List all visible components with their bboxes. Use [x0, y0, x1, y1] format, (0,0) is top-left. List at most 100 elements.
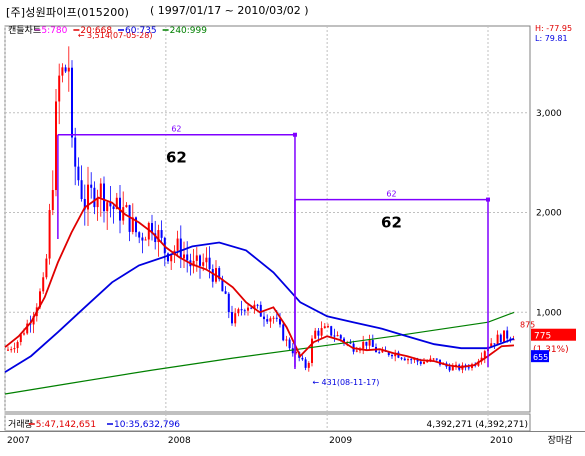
volume-legend-item: 10:35,632,796 — [114, 420, 180, 430]
candle-body — [327, 326, 329, 328]
candle-body — [282, 324, 285, 341]
last-price-label: 775 — [534, 332, 551, 342]
candle-body — [269, 318, 272, 322]
chart-header: [주]성원파이프(015200) ( 1997/01/17 ~ 2010/03/… — [0, 0, 585, 20]
candle-body — [311, 338, 313, 363]
candle-body — [314, 330, 317, 339]
candle-body — [362, 341, 365, 349]
candle-body — [183, 254, 185, 259]
low-price-box — [531, 350, 549, 363]
candle-body — [323, 326, 326, 329]
candle-body — [48, 210, 51, 259]
candle-body — [227, 293, 230, 313]
candle-body — [112, 206, 115, 210]
candle-body — [423, 361, 425, 364]
market-close-label: 장마감 — [548, 434, 573, 446]
candle-body — [349, 342, 352, 344]
candle-body — [19, 334, 22, 343]
x-tick-label: 2009 — [329, 436, 352, 446]
candle-body — [483, 351, 486, 358]
candle-body — [151, 223, 153, 234]
candle-body — [109, 202, 112, 207]
candle-body — [186, 254, 189, 261]
price-panel-frame — [4, 25, 531, 413]
candle-body — [141, 237, 144, 241]
candle-body — [295, 351, 297, 354]
candle-body — [503, 330, 505, 342]
candle-body — [467, 367, 470, 369]
candle-body — [55, 101, 57, 191]
candle-body — [336, 335, 339, 337]
change-percent-label: (1.31%) — [533, 345, 569, 355]
date-range: ( 1997/01/17 ~ 2010/03/02 ) — [150, 4, 309, 17]
candle-body — [32, 316, 35, 325]
candle-body — [371, 339, 374, 347]
extreme-annotation: ← 3,514(07-05-28) — [78, 31, 153, 40]
candle-body — [381, 350, 384, 353]
candle-body — [477, 361, 480, 366]
candle-body — [451, 366, 454, 371]
candle-body — [493, 343, 496, 345]
low-readout: L: 79.81 — [535, 34, 568, 43]
ref-price-label: 875 — [520, 321, 535, 330]
legend-ma240: 240:999 — [170, 26, 208, 36]
ma60-line — [4, 241, 515, 373]
candle-body — [317, 330, 320, 336]
x-tick-label: 2008 — [168, 436, 191, 446]
candle-body — [391, 355, 393, 357]
x-tick-label: 2010 — [490, 436, 513, 446]
candle-body — [499, 334, 502, 342]
candle-body — [7, 349, 9, 351]
candle-body — [77, 166, 80, 181]
candle-body — [71, 67, 73, 138]
candle-body — [208, 257, 211, 270]
candle-body — [429, 358, 432, 362]
candle-body — [330, 326, 333, 336]
candle-body — [365, 341, 368, 346]
candle-body — [131, 217, 134, 232]
candle-body — [506, 330, 509, 339]
cycle-count-big-label: 62 — [381, 214, 402, 232]
candle-body — [10, 349, 13, 351]
candle-body — [90, 184, 93, 188]
candle-body — [275, 317, 278, 319]
candles-group — [7, 46, 515, 374]
candle-body — [144, 239, 147, 241]
candle-body — [234, 313, 237, 324]
candle-body — [103, 183, 105, 212]
candle-body — [240, 309, 243, 311]
candle-body — [400, 357, 403, 359]
candle-body — [96, 197, 99, 208]
candle-body — [64, 67, 67, 72]
candle-body — [378, 352, 381, 354]
candle-body — [205, 257, 208, 263]
candle-body — [333, 335, 336, 337]
candle-body — [39, 291, 41, 308]
candle-body — [199, 255, 201, 266]
candle-body — [256, 304, 259, 306]
volume-legend-item: 거래량 — [8, 418, 33, 430]
candle-body — [435, 358, 438, 360]
candle-body — [45, 258, 48, 278]
candle-body — [263, 316, 265, 320]
candle-body — [419, 361, 422, 364]
candle-body — [42, 277, 45, 292]
candle-body — [80, 180, 83, 200]
candle-body — [74, 137, 77, 167]
cycle-corner-dot — [485, 197, 490, 202]
candle-body — [167, 253, 169, 262]
candle-body — [26, 323, 29, 334]
candle-body — [387, 351, 390, 356]
legend-ma20: 20:668 — [80, 26, 112, 36]
candle-body — [279, 318, 281, 325]
candle-body — [218, 268, 221, 280]
candle-body — [426, 361, 429, 363]
candle-body — [416, 359, 419, 362]
candle-body — [368, 339, 371, 346]
volume-value-label: 4,392,271 (4,392,271) — [427, 420, 529, 430]
candle-body — [355, 350, 358, 352]
legend-candle: 캔들차트 — [8, 24, 41, 36]
candle-body — [122, 207, 125, 221]
